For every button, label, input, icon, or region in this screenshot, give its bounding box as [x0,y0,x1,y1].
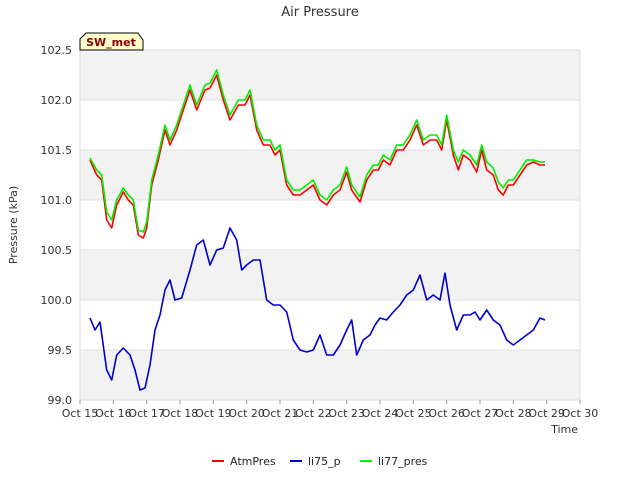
x-tick-label: Oct 24 [362,407,399,420]
y-tick-label: 102.5 [41,44,73,57]
plot-frame [79,49,581,401]
x-tick-label: Oct 21 [262,407,299,420]
y-tick-label: 100.5 [41,244,73,257]
legend-item: li77_pres [360,455,428,468]
badge-label: SW_met [86,36,136,49]
series-line-li77-pres [89,69,545,233]
x-tick-label: Oct 28 [495,407,532,420]
series-line-atmpres [89,74,545,239]
x-tick-label: Oct 30 [562,407,599,420]
grid-band [80,150,580,200]
site-badge: SW_met [79,32,144,51]
x-tick-label: Oct 17 [128,407,165,420]
x-tick-label: Oct 23 [328,407,365,420]
x-tick-label: Oct 26 [428,407,465,420]
y-tick-label: 102.0 [41,94,73,107]
x-tick-label: Oct 27 [462,407,499,420]
x-tick-label: Oct 29 [528,407,565,420]
legend-label: li77_pres [378,455,428,468]
legend-item: AtmPres [212,455,276,468]
legend-label: li75_p [308,455,341,468]
chart-title: Air Pressure [281,5,359,20]
y-tick-label: 99.5 [48,344,73,357]
x-tick-label: Oct 20 [228,407,265,420]
x-tick-label: Oct 22 [295,407,332,420]
series-lines [89,69,546,391]
legend-label: AtmPres [230,455,276,468]
grid-lines [80,49,580,401]
grid-band [80,350,580,400]
y-tick-label: 99.0 [48,394,73,407]
badge-shape [79,32,144,51]
y-tick-label: 100.0 [41,294,73,307]
background-bands [80,50,580,400]
x-tick-label: Oct 16 [95,407,132,420]
x-tick-label: Oct 25 [395,407,432,420]
y-tick-label: 101.5 [41,144,73,157]
x-tick-label: Oct 15 [62,407,99,420]
grid-band [80,50,580,100]
x-tick-label: Oct 19 [195,407,232,420]
y-axis-ticks: 99.0 99.5 100.0 100.5 101.0 101.5 102.0 102.5 [41,44,73,407]
x-tick-label: Oct 18 [162,407,199,420]
x-axis-title: Time [550,423,578,436]
series-line-li75-p [89,227,546,391]
y-axis-title: Pressure (kPa) [7,186,20,264]
plot-area [79,49,581,401]
legend: AtmPres li75_p li77_pres [212,455,428,468]
y-tick-label: 101.0 [41,194,73,207]
grid-band [80,250,580,300]
legend-item: li75_p [290,455,341,468]
